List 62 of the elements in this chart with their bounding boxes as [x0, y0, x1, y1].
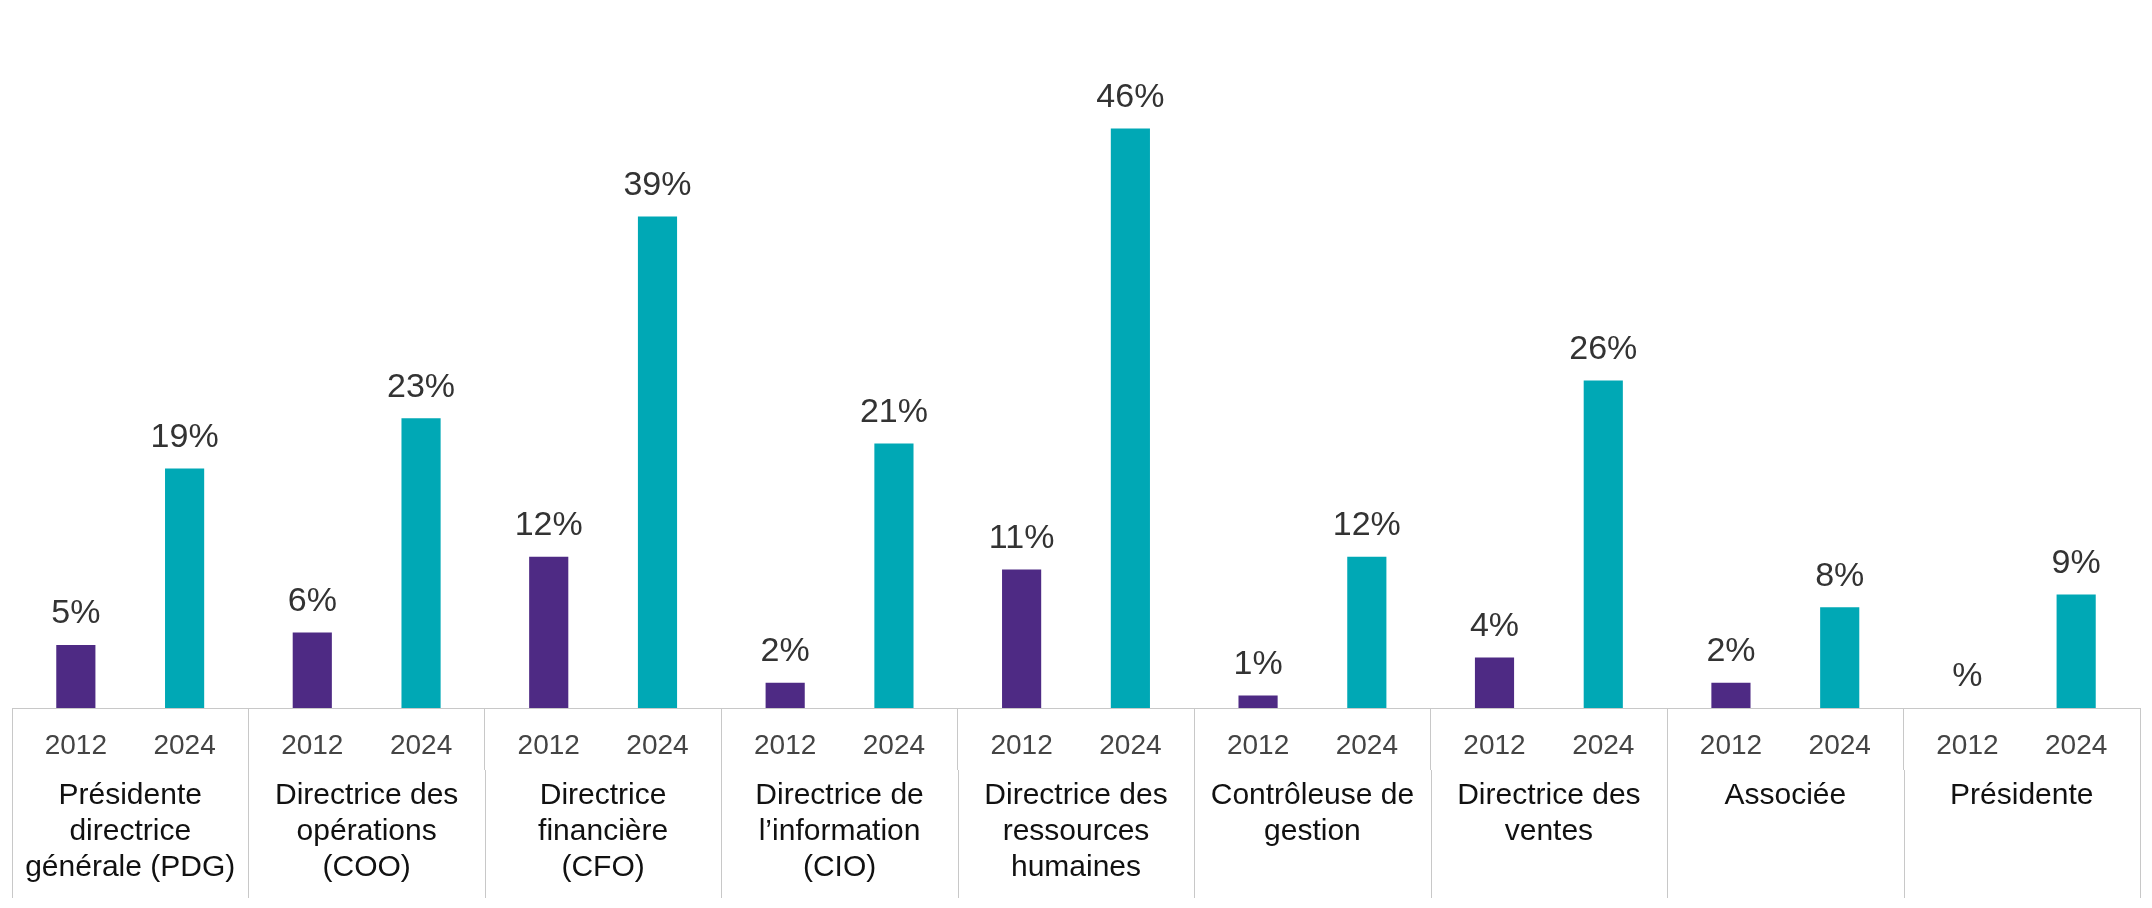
x-tick-label: Directrice des ventes — [1457, 777, 1641, 847]
text: 2012 — [1936, 728, 1999, 760]
data-label: 4% — [1469, 604, 1520, 643]
data-label: 23% — [387, 365, 456, 404]
bar — [1347, 556, 1387, 708]
bar — [292, 632, 332, 708]
bar — [1110, 128, 1150, 708]
bar — [401, 418, 441, 708]
data-label: 21% — [859, 390, 928, 429]
bar — [56, 645, 96, 708]
bar — [1820, 607, 1860, 708]
x-tick-label: Directrice de l’information (CIO) — [755, 777, 924, 883]
data-label: 8% — [1815, 554, 1865, 593]
bar — [874, 443, 914, 708]
series-label: 2024 — [626, 728, 689, 760]
text: 2012 — [44, 728, 107, 760]
text: 2024 — [1335, 728, 1398, 760]
bar — [1238, 695, 1278, 708]
text: 2012 — [1699, 728, 1763, 760]
text: 2024 — [1808, 728, 1871, 760]
bar — [529, 556, 569, 708]
x-tick-label: Directrice financière (CFO) — [538, 777, 669, 883]
data-label: 9% — [2051, 541, 2101, 580]
data-label: 46% — [1096, 75, 1165, 114]
bar — [1002, 569, 1042, 708]
data-label: 6% — [287, 579, 337, 618]
data-label: 2% — [1706, 630, 1756, 669]
text: 2012 — [1226, 728, 1290, 760]
text: 2012 — [990, 728, 1053, 760]
bar — [165, 468, 205, 708]
text: % — [1952, 655, 1983, 694]
bar — [2056, 594, 2096, 708]
data-label: 2% — [760, 630, 810, 669]
text: 2024 — [389, 728, 453, 760]
text: 2024 — [2045, 728, 2108, 760]
x-tick-label: Directrice des opérations (COO) — [274, 777, 459, 883]
x-tick-label: Présidente directrice générale (PDG) — [25, 777, 236, 883]
x-tick-label: Associée — [1724, 777, 1847, 811]
text: 2024 — [1099, 728, 1162, 760]
x-tick-label: Contrôleuse de gestion — [1210, 777, 1415, 847]
bar — [1474, 657, 1515, 708]
data-label: 12% — [1332, 504, 1401, 543]
x-tick-label: Directrice des ressources humaines — [984, 777, 1168, 883]
text: 2012 — [1463, 728, 1526, 760]
text: 2024 — [1572, 728, 1635, 760]
text: 2024 — [862, 728, 926, 760]
data-label: 1% — [1233, 642, 1283, 681]
bar — [637, 216, 678, 708]
data-label: 19% — [150, 415, 219, 454]
bar — [1583, 380, 1623, 708]
series-label: 2012 — [517, 728, 580, 760]
x-tick-label: Présidente — [1950, 777, 2094, 811]
bar — [765, 682, 805, 708]
text: 2024 — [153, 728, 216, 760]
data-label: 39% — [623, 163, 692, 202]
data-label: 5% — [51, 592, 101, 631]
text: 2012 — [754, 728, 817, 760]
text: 2012 — [281, 728, 344, 760]
bar — [1711, 682, 1751, 708]
data-label: 26% — [1569, 327, 1638, 366]
data-label: 12% — [514, 504, 583, 543]
data-label: 11% — [988, 516, 1055, 555]
